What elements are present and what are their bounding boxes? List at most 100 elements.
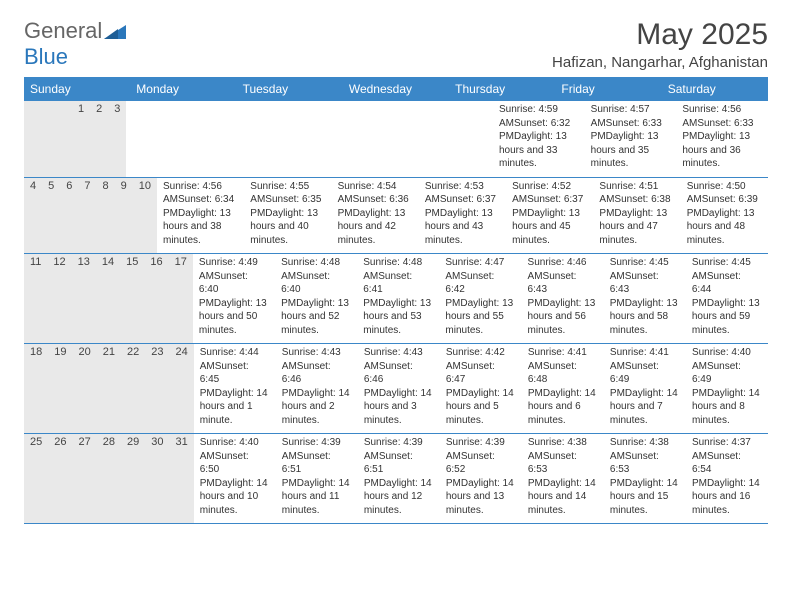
day-number: 17 [169,254,193,343]
day-cell: Sunrise: 4:40 AMSunset: 6:49 PMDaylight:… [686,344,768,433]
day-cell: Sunrise: 4:37 AMSunset: 6:54 PMDaylight:… [686,434,768,523]
day-header-tue: Tuesday [237,77,343,101]
day-number: 9 [115,178,133,254]
day-cell: Sunrise: 4:40 AMSunset: 6:50 PMDaylight:… [194,434,276,523]
header: General May 2025 Hafizan, Nangarhar, Afg… [24,18,768,71]
day-cell: Sunrise: 4:45 AMSunset: 6:43 PMDaylight:… [604,254,686,343]
day-number: 29 [121,434,145,523]
day-number: 5 [42,178,60,254]
day-number: 24 [170,344,194,433]
logo: General [24,18,126,44]
day-number: 6 [60,178,78,254]
calendar-header-row: Sunday Monday Tuesday Wednesday Thursday… [24,77,768,101]
day-number: 12 [47,254,71,343]
day-header-mon: Monday [130,77,236,101]
day-number-row: 18192021222324 [24,344,194,433]
day-number [48,101,60,177]
day-cell: Sunrise: 4:51 AMSunset: 6:38 PMDaylight:… [593,178,680,254]
day-number: 20 [73,344,97,433]
day-number: 13 [72,254,96,343]
day-number-row: 45678910 [24,178,157,254]
day-cell: Sunrise: 4:39 AMSunset: 6:51 PMDaylight:… [358,434,440,523]
location: Hafizan, Nangarhar, Afghanistan [552,54,768,71]
title-block: May 2025 Hafizan, Nangarhar, Afghanistan [552,18,768,71]
day-body-row: Sunrise: 4:44 AMSunset: 6:45 PMDaylight:… [194,344,768,433]
day-cell: Sunrise: 4:50 AMSunset: 6:39 PMDaylight:… [681,178,768,254]
day-cell: Sunrise: 4:39 AMSunset: 6:51 PMDaylight:… [276,434,358,523]
day-number-row: 11121314151617 [24,254,193,343]
day-number: 18 [24,344,48,433]
day-cell: Sunrise: 4:52 AMSunset: 6:37 PMDaylight:… [506,178,593,254]
day-header-sat: Saturday [662,77,768,101]
day-number: 2 [90,101,108,177]
day-cell: Sunrise: 4:47 AMSunset: 6:42 PMDaylight:… [439,254,521,343]
day-cell: Sunrise: 4:39 AMSunset: 6:52 PMDaylight:… [440,434,522,523]
day-number: 14 [96,254,120,343]
day-number: 8 [97,178,115,254]
day-number-row: 123 [24,101,126,177]
day-header-fri: Friday [555,77,661,101]
day-number: 1 [72,101,90,177]
day-cell: Sunrise: 4:59 AMSunset: 6:32 PMDaylight:… [493,101,585,177]
day-cell [310,101,402,177]
calendar-week: 45678910Sunrise: 4:56 AMSunset: 6:34 PMD… [24,178,768,255]
day-number: 23 [145,344,169,433]
day-number: 21 [97,344,121,433]
day-cell: Sunrise: 4:57 AMSunset: 6:33 PMDaylight:… [585,101,677,177]
day-cell: Sunrise: 4:46 AMSunset: 6:43 PMDaylight:… [522,254,604,343]
day-header-wed: Wednesday [343,77,449,101]
day-header-sun: Sunday [24,77,130,101]
day-cell: Sunrise: 4:48 AMSunset: 6:40 PMDaylight:… [275,254,357,343]
day-cell: Sunrise: 4:44 AMSunset: 6:45 PMDaylight:… [194,344,276,433]
day-cell: Sunrise: 4:48 AMSunset: 6:41 PMDaylight:… [357,254,439,343]
day-cell: Sunrise: 4:49 AMSunset: 6:40 PMDaylight:… [193,254,275,343]
day-number: 26 [48,434,72,523]
day-cell: Sunrise: 4:53 AMSunset: 6:37 PMDaylight:… [419,178,506,254]
day-cell: Sunrise: 4:54 AMSunset: 6:36 PMDaylight:… [332,178,419,254]
day-number [36,101,48,177]
day-number [60,101,72,177]
day-body-row: Sunrise: 4:59 AMSunset: 6:32 PMDaylight:… [126,101,768,177]
day-cell: Sunrise: 4:38 AMSunset: 6:53 PMDaylight:… [604,434,686,523]
day-cell: Sunrise: 4:55 AMSunset: 6:35 PMDaylight:… [244,178,331,254]
day-cell [126,101,218,177]
day-header-thu: Thursday [449,77,555,101]
day-cell: Sunrise: 4:42 AMSunset: 6:47 PMDaylight:… [440,344,522,433]
day-body-row: Sunrise: 4:40 AMSunset: 6:50 PMDaylight:… [194,434,768,523]
calendar-week: 25262728293031Sunrise: 4:40 AMSunset: 6:… [24,434,768,524]
day-number: 28 [97,434,121,523]
day-number: 19 [48,344,72,433]
day-body-row: Sunrise: 4:49 AMSunset: 6:40 PMDaylight:… [193,254,768,343]
day-cell: Sunrise: 4:45 AMSunset: 6:44 PMDaylight:… [686,254,768,343]
day-cell: Sunrise: 4:43 AMSunset: 6:46 PMDaylight:… [276,344,358,433]
day-number: 16 [144,254,168,343]
day-cell: Sunrise: 4:43 AMSunset: 6:46 PMDaylight:… [358,344,440,433]
day-number: 30 [145,434,169,523]
month-title: May 2025 [552,18,768,52]
day-number-row: 25262728293031 [24,434,194,523]
day-cell: Sunrise: 4:56 AMSunset: 6:33 PMDaylight:… [676,101,768,177]
logo-text-general: General [24,18,102,44]
day-body-row: Sunrise: 4:56 AMSunset: 6:34 PMDaylight:… [157,178,768,254]
day-cell: Sunrise: 4:41 AMSunset: 6:48 PMDaylight:… [522,344,604,433]
day-cell [401,101,493,177]
day-cell: Sunrise: 4:41 AMSunset: 6:49 PMDaylight:… [604,344,686,433]
day-number: 7 [78,178,96,254]
logo-text-blue: Blue [24,44,68,70]
day-number: 10 [133,178,157,254]
calendar-week: 11121314151617Sunrise: 4:49 AMSunset: 6:… [24,254,768,344]
calendar-week: 123 Sunrise: 4:59 AMSunset: 6:32 PMDaylig… [24,101,768,178]
day-number: 11 [24,254,47,343]
day-number: 4 [24,178,42,254]
day-number: 15 [120,254,144,343]
day-number: 25 [24,434,48,523]
day-number [24,101,36,177]
logo-triangle-icon [104,23,126,39]
calendar-week: 18192021222324Sunrise: 4:44 AMSunset: 6:… [24,344,768,434]
day-cell [218,101,310,177]
day-number: 31 [170,434,194,523]
day-number: 22 [121,344,145,433]
day-number: 27 [73,434,97,523]
calendar: Sunday Monday Tuesday Wednesday Thursday… [24,77,768,524]
day-cell: Sunrise: 4:56 AMSunset: 6:34 PMDaylight:… [157,178,244,254]
